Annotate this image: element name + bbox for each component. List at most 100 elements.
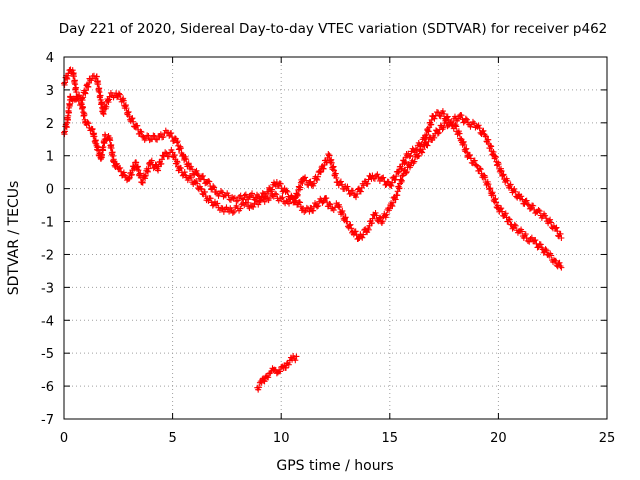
data-point-fill [518, 228, 525, 235]
data-point-fill [201, 176, 208, 183]
data-point-fill [269, 186, 276, 193]
y-tick-label: -7 [41, 413, 54, 428]
data-point [173, 139, 180, 146]
data-point-fill [512, 222, 519, 229]
data-point-fill [542, 212, 549, 219]
data-points [61, 66, 565, 393]
data-point-fill [113, 160, 120, 167]
data-point-fill [158, 160, 165, 167]
data-point [482, 132, 489, 139]
data-point-fill [273, 191, 280, 198]
data-point-fill [402, 169, 409, 176]
data-point-fill [314, 176, 321, 183]
data-point-fill [120, 97, 127, 104]
data-point [67, 93, 74, 100]
data-point-fill [277, 180, 284, 187]
data-point-fill [61, 128, 68, 135]
data-point-fill [523, 197, 530, 204]
plot-frame [63, 56, 608, 420]
data-point-fill [352, 228, 359, 235]
data-point-fill [413, 147, 420, 154]
y-tick-label: 1 [46, 150, 54, 165]
data-point-fill [79, 97, 86, 104]
data-point-fill [261, 193, 268, 200]
data-point-fill [282, 364, 289, 371]
data-point-fill [84, 119, 91, 126]
data-point-fill [82, 90, 89, 97]
data-point-fill [139, 179, 146, 186]
y-tick-label: -1 [41, 216, 54, 231]
data-point-fill [356, 188, 363, 195]
data-point-fill [93, 73, 100, 80]
data-point-fill [505, 216, 512, 223]
data-point-fill [142, 175, 149, 182]
data-point [197, 185, 204, 192]
data-point-fill [489, 189, 496, 196]
data-point-fill [515, 192, 522, 199]
data-point-fill [380, 174, 387, 181]
data-point-fill [310, 182, 317, 189]
data-point-fill [348, 225, 355, 232]
data-point-fill [476, 165, 483, 172]
data-point-fill [314, 173, 321, 180]
data-point-fill [439, 108, 446, 115]
data-point-fill [319, 199, 326, 206]
data-point-fill [507, 181, 514, 188]
data-point-fill [154, 136, 161, 143]
data-point-fill [368, 220, 375, 227]
data-point-fill [374, 171, 381, 178]
data-point [543, 215, 550, 222]
data-point-fill [499, 208, 506, 215]
x-tick-label: 25 [599, 431, 616, 446]
data-point-fill [70, 73, 77, 80]
data-point-fill [462, 115, 469, 122]
data-point-fill [177, 165, 184, 172]
data-point-fill [471, 157, 478, 164]
data-point-fill [137, 128, 144, 135]
data-point-fill [246, 193, 253, 200]
data-point-fill [431, 134, 438, 141]
data-point-fill [99, 151, 106, 158]
data-point-fill [401, 160, 408, 167]
data-point-fill [229, 209, 236, 216]
x-tick-label: 10 [273, 431, 290, 446]
data-point-fill [237, 205, 244, 212]
data-point-fill [500, 171, 507, 178]
data-point-fill [193, 177, 200, 184]
x-tick-label: 5 [168, 431, 176, 446]
data-point-fill [392, 176, 399, 183]
data-point-fill [353, 232, 360, 239]
data-point-fill [231, 208, 238, 215]
y-tick-label: -4 [41, 314, 54, 329]
data-point-fill [548, 219, 555, 226]
data-point-fill [498, 205, 505, 212]
data-point-fill [320, 198, 327, 205]
data-point-fill [90, 72, 97, 79]
data-point-fill [260, 377, 267, 384]
data-point-fill [344, 218, 351, 225]
data-point [523, 235, 530, 241]
data-point-fill [89, 125, 96, 132]
data-point-fill [88, 77, 95, 84]
data-point-fill [357, 188, 364, 195]
data-point-fill [76, 92, 83, 99]
data-point-fill [134, 122, 141, 129]
data-point [239, 195, 246, 202]
data-point-fill [148, 157, 155, 164]
data-point-fill [129, 115, 136, 122]
data-point-fill [350, 231, 357, 238]
data-point-fill [369, 215, 376, 222]
data-point-fill [491, 196, 498, 203]
data-point-fill [542, 246, 549, 253]
data-point-fill [207, 195, 214, 202]
data-point-fill [155, 167, 162, 174]
data-point-fill [373, 212, 380, 219]
data-point-fill [492, 154, 499, 161]
x-axis-label: GPS time / hours [276, 458, 393, 474]
data-point-fill [231, 194, 238, 201]
data-point-fill [490, 148, 497, 155]
data-point-fill [144, 168, 151, 175]
data-point-fill [255, 201, 262, 208]
data-point-fill [371, 175, 378, 182]
